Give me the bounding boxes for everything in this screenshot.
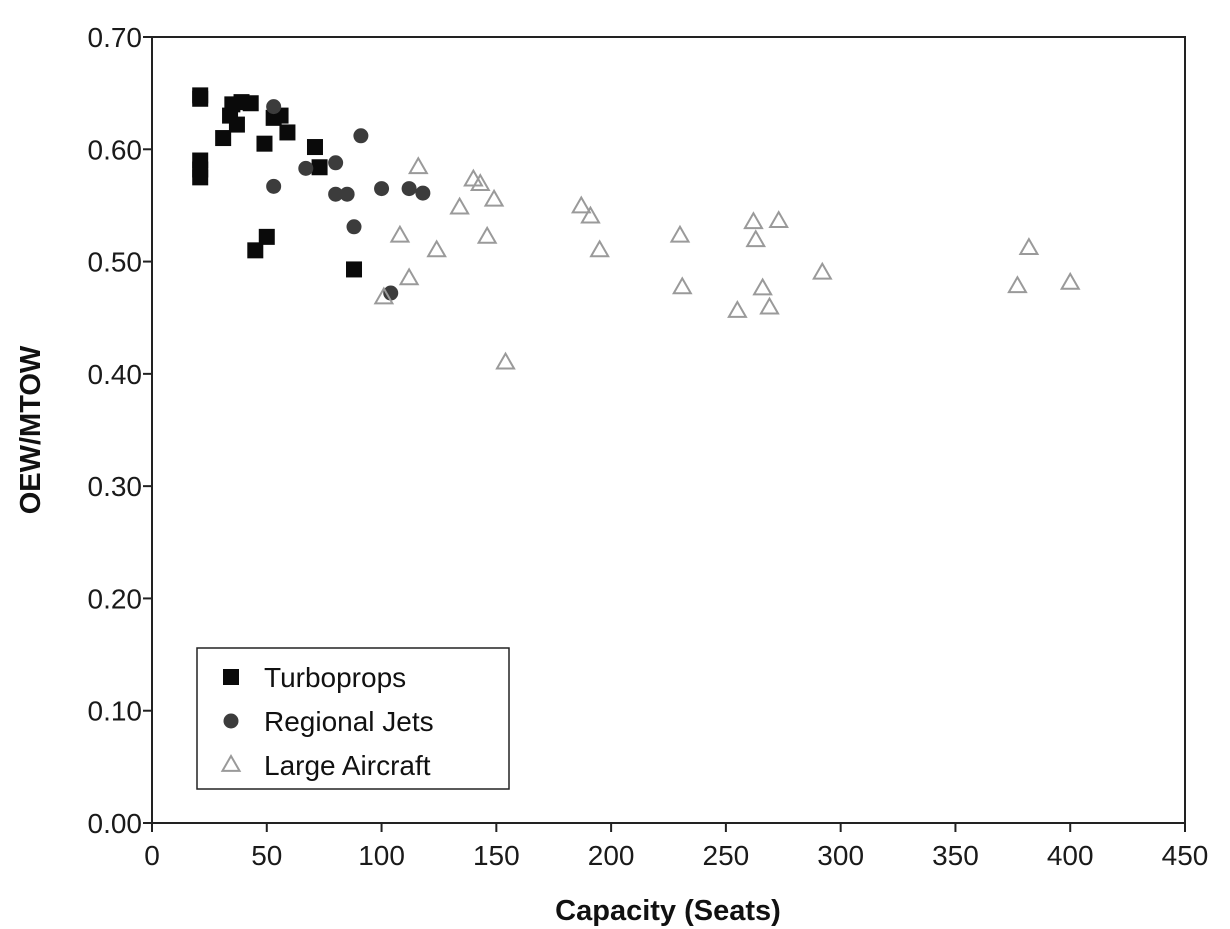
- legend-frame: [196, 647, 510, 790]
- large-aircraft-point: [426, 239, 447, 258]
- x-tick-label: 300: [817, 840, 864, 871]
- regional-jets-point: [353, 128, 369, 144]
- legend-turboprops-swatch: [223, 669, 239, 685]
- large-aircraft-point: [727, 299, 748, 318]
- large-aircraft-point: [768, 210, 789, 228]
- y-tick-label: 0.00: [88, 808, 143, 839]
- y-tick-label: 0.10: [88, 696, 143, 727]
- y-tick-label: 0.20: [88, 583, 143, 614]
- y-tick-label: 0.40: [88, 359, 143, 390]
- turboprops-point: [258, 228, 275, 245]
- regional-jets-point: [266, 178, 282, 194]
- large-aircraft-point: [408, 156, 429, 175]
- large-aircraft-point: [476, 225, 498, 244]
- x-tick-label: 450: [1162, 840, 1209, 871]
- x-tick-label: 250: [703, 840, 750, 871]
- large-aircraft-point: [398, 267, 420, 286]
- large-aircraft-point: [449, 196, 470, 215]
- large-aircraft-point: [745, 229, 767, 248]
- turboprops-point: [256, 135, 273, 152]
- large-aircraft-point: [469, 173, 491, 191]
- regional-jets-point: [266, 99, 282, 115]
- plot-area-frame: [151, 36, 1186, 824]
- x-tick-label: 200: [588, 840, 635, 871]
- x-tick-label: 150: [473, 840, 520, 871]
- large-aircraft-point: [669, 224, 691, 243]
- y-axis-title: OEW/MTOW: [15, 345, 47, 514]
- y-axis: 0.00 0.10 0.20 0.30 0.40 0.50 0.60 0.70: [88, 22, 152, 839]
- y-tick-label: 0.30: [88, 471, 143, 502]
- large-aircraft-point: [671, 276, 693, 295]
- turboprops-point: [311, 159, 328, 176]
- large-aircraft-point: [812, 261, 833, 280]
- x-axis: 0 50 100 150 200 250 300 350 400 450: [144, 823, 1208, 871]
- large-aircraft-point: [373, 286, 395, 305]
- turboprops-point: [306, 139, 323, 156]
- regional-jets-point: [328, 155, 344, 171]
- regional-jets-point: [383, 285, 399, 301]
- large-aircraft-point: [589, 239, 610, 258]
- x-tick-label: 50: [251, 840, 282, 871]
- x-axis-title: Capacity (Seats): [555, 895, 781, 927]
- regional-jets-point: [298, 160, 314, 176]
- legend-turboprops-label: Turboprops: [264, 662, 406, 693]
- large-aircraft-point: [483, 188, 505, 207]
- y-tick-label: 0.70: [88, 22, 143, 53]
- legend-regional-jets-swatch: [223, 713, 239, 729]
- legend-regional-jets-label: Regional Jets: [264, 706, 434, 737]
- large-aircraft-point: [570, 195, 592, 214]
- x-tick-label: 100: [358, 840, 405, 871]
- x-tick-label: 350: [932, 840, 979, 871]
- legend-large-aircraft-swatch: [220, 753, 242, 772]
- large-aircraft-point: [1007, 275, 1028, 294]
- turboprops-point: [346, 261, 363, 278]
- large-aircraft-point: [752, 277, 773, 296]
- legend: Turboprops Regional Jets Large Aircraft: [196, 647, 510, 790]
- x-tick-label: 0: [144, 840, 160, 871]
- large-aircraft-point: [759, 296, 780, 315]
- large-aircraft-point: [495, 351, 516, 370]
- large-aircraft-point: [743, 211, 764, 230]
- regional-jets-point: [328, 186, 344, 202]
- turboprops-point: [242, 95, 259, 112]
- turboprops-point: [215, 130, 232, 147]
- regional-jets-point: [346, 219, 362, 235]
- y-tick-label: 0.60: [88, 134, 143, 165]
- regional-jets-point: [339, 186, 355, 202]
- turboprops-point: [279, 124, 296, 141]
- turboprops-point: [192, 90, 209, 107]
- turboprops-point: [247, 242, 264, 259]
- x-tick-label: 400: [1047, 840, 1094, 871]
- large-aircraft-point: [1018, 237, 1040, 255]
- large-aircraft-point: [389, 224, 411, 243]
- turboprops-point: [228, 116, 245, 133]
- regional-jets-point: [374, 181, 390, 197]
- large-aircraft-point: [580, 205, 601, 224]
- large-aircraft-point: [1059, 271, 1081, 290]
- turboprops-point: [192, 169, 209, 186]
- regional-jets-point: [401, 181, 417, 197]
- y-tick-label: 0.50: [88, 247, 143, 278]
- regional-jets-point: [415, 185, 431, 201]
- data-points: [192, 87, 1081, 370]
- legend-large-aircraft-label: Large Aircraft: [264, 750, 431, 781]
